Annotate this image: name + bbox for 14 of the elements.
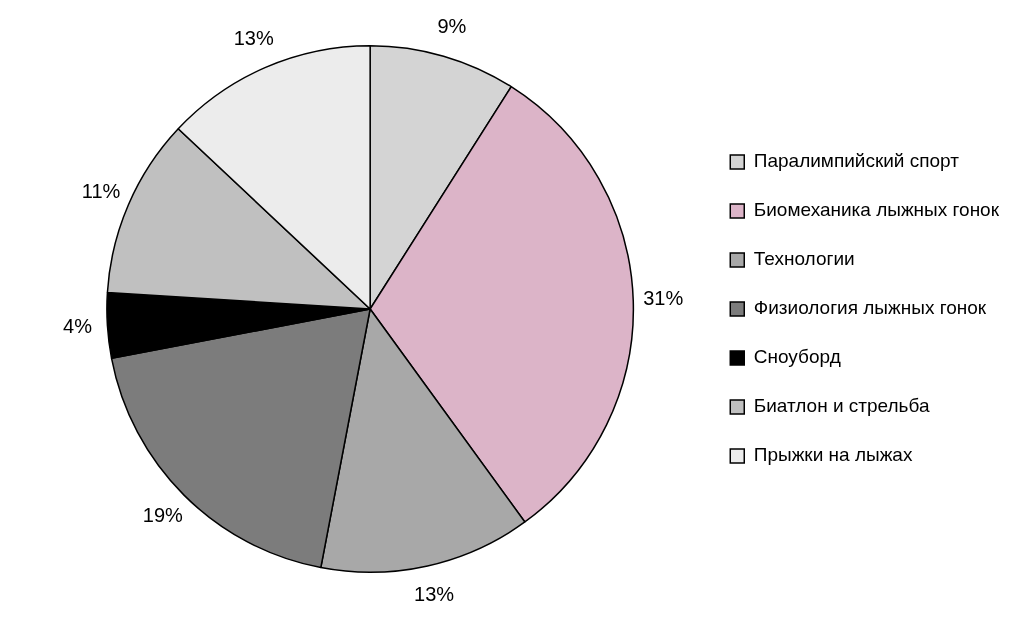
legend-label: Технологии xyxy=(753,248,855,270)
legend-label: Прыжки на лыжах xyxy=(753,444,913,466)
data-label: 13% xyxy=(414,582,455,605)
data-label: 13% xyxy=(233,27,274,50)
legend-label: Биомеханика лыжных гонок xyxy=(753,199,1000,221)
data-label: 11% xyxy=(81,180,121,203)
legend-label: Сноуборд xyxy=(753,346,841,368)
data-label: 31% xyxy=(643,287,684,310)
legend-label: Паралимпийский спорт xyxy=(753,150,960,172)
data-label: 9% xyxy=(437,14,467,37)
legend-label: Физиология лыжных гонок xyxy=(753,297,987,319)
data-label: 19% xyxy=(142,503,184,526)
legend-label: Биатлон и стрельба xyxy=(753,395,930,417)
data-label: 4% xyxy=(63,314,93,337)
